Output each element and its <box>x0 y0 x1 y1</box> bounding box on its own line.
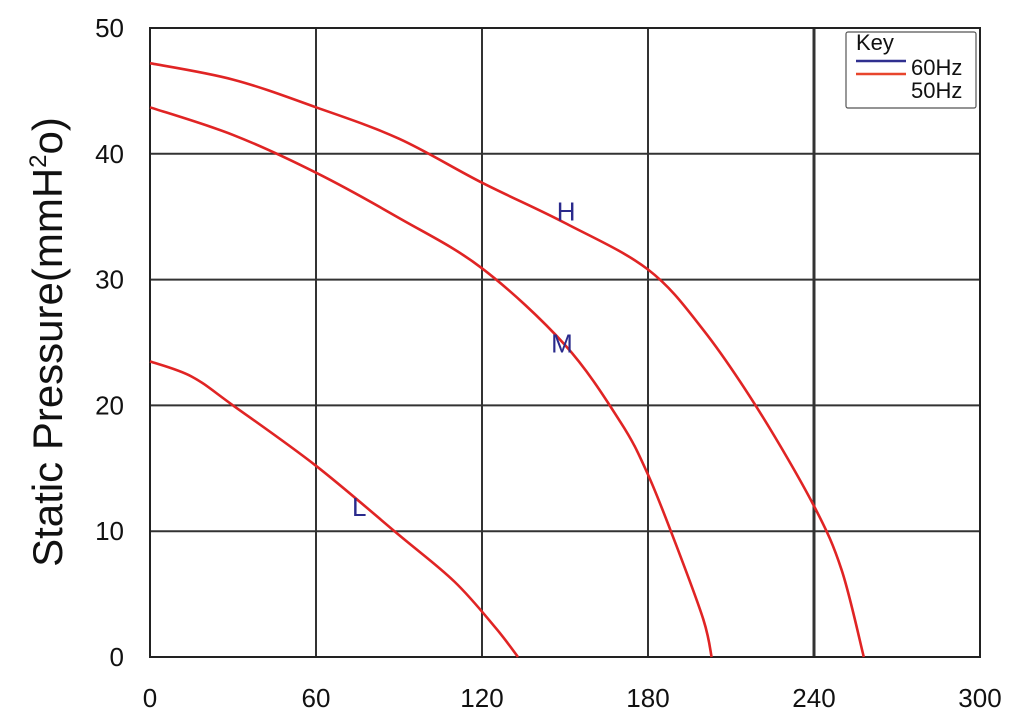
plot-area <box>150 28 980 657</box>
legend-label-60hz: 60Hz <box>911 55 962 80</box>
y-tick-0: 0 <box>110 642 124 672</box>
legend-box <box>845 31 977 109</box>
y-tick-30: 30 <box>95 265 124 295</box>
x-tick-labels: 0 60 120 180 240 300 <box>143 683 1002 713</box>
curve-h <box>149 61 866 658</box>
x-tick-0: 0 <box>143 683 157 713</box>
legend-title: Key <box>856 30 894 55</box>
y-tick-40: 40 <box>95 139 124 169</box>
x-tick-60: 60 <box>302 683 331 713</box>
y-tick-10: 10 <box>95 516 124 546</box>
y-axis-label-end: o) <box>24 117 71 154</box>
y-tick-labels: 0 10 20 30 40 50 <box>95 13 124 672</box>
x-tick-120: 120 <box>460 683 503 713</box>
grid-lines <box>149 27 981 658</box>
curve-label-h: H <box>557 196 576 226</box>
x-tick-180: 180 <box>626 683 669 713</box>
curve-label-m: M <box>551 329 573 359</box>
curve-m <box>149 106 713 658</box>
y-tick-20: 20 <box>95 390 124 420</box>
y-axis-label: Static Pressure(mmH2o) <box>24 117 71 567</box>
y-axis-label-main: Static Pressure(mmH <box>24 168 71 567</box>
y-tick-50: 50 <box>95 13 124 43</box>
curve-label-l: L <box>352 492 366 522</box>
legend-label-50hz: 50Hz <box>911 78 962 103</box>
plot-frame <box>149 27 981 658</box>
legend: Key 60Hz 50Hz <box>845 30 977 109</box>
x-tick-300: 300 <box>958 683 1001 713</box>
x-tick-240: 240 <box>792 683 835 713</box>
curves: H M L <box>149 61 866 658</box>
curve-l <box>149 360 520 658</box>
y-axis-label-superscript: 2 <box>25 154 52 167</box>
